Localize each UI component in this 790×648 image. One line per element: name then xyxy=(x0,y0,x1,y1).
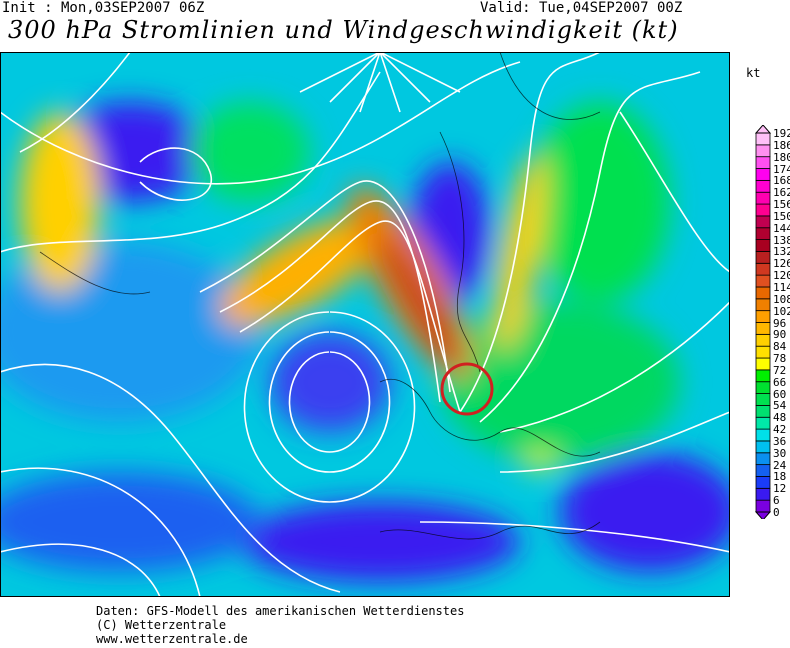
color-scale-bin xyxy=(755,310,771,323)
color-scale-bin xyxy=(755,156,771,169)
color-scale-bin xyxy=(755,440,771,454)
scale-label: 138 xyxy=(773,233,790,247)
scale-label: 60 xyxy=(773,387,787,401)
scale-label: 144 xyxy=(773,221,790,235)
scale-label: 150 xyxy=(773,209,790,223)
color-scale-bin xyxy=(755,428,771,442)
footer-copyright: (C) Wetterzentrale xyxy=(96,618,227,632)
color-scale-bin xyxy=(755,499,771,513)
scale-label: 174 xyxy=(773,162,790,176)
scale-label: 168 xyxy=(773,174,790,188)
valid-time: Valid: Tue,04SEP2007 00Z xyxy=(480,0,683,16)
color-scale-bin xyxy=(755,381,771,394)
scale-label: 120 xyxy=(773,269,790,283)
color-scale-bin xyxy=(755,487,771,501)
scale-label: 24 xyxy=(773,458,787,472)
color-scale-bin xyxy=(755,298,771,312)
scale-label: 0 xyxy=(773,506,780,519)
color-scale-bin xyxy=(755,333,771,347)
scale-label: 162 xyxy=(773,186,790,200)
highlight-circle xyxy=(440,362,494,416)
color-scale-bin xyxy=(755,452,771,466)
scale-label: 36 xyxy=(773,434,787,448)
scale-label: 108 xyxy=(773,292,790,306)
streamlines xyxy=(0,52,730,597)
color-scale-bin xyxy=(755,132,771,146)
scale-label: 90 xyxy=(773,328,787,342)
color-scale-bin xyxy=(755,203,771,217)
scale-label: 114 xyxy=(773,280,790,294)
color-scale-bin xyxy=(755,239,771,252)
scale-label: 102 xyxy=(773,304,790,318)
scale-label: 66 xyxy=(773,375,787,389)
color-scale-bin xyxy=(755,369,771,383)
color-scale-bin xyxy=(755,345,771,359)
color-scale-bin xyxy=(755,262,771,276)
color-scale-bin xyxy=(755,393,771,406)
scale-label: 54 xyxy=(773,399,787,413)
scale-label: 12 xyxy=(773,482,787,496)
color-scale-bin xyxy=(755,405,771,418)
color-scale-bin xyxy=(755,179,771,193)
scale-label: 96 xyxy=(773,316,787,330)
color-scale-bin xyxy=(755,227,771,240)
footer-source: Daten: GFS-Modell des amerikanischen Wet… xyxy=(96,604,465,618)
scale-label: 156 xyxy=(773,198,790,212)
scale-label: 192 xyxy=(773,127,790,140)
color-scale-bin xyxy=(755,416,771,430)
color-scale-bin xyxy=(755,274,771,288)
color-scale-bin xyxy=(755,168,771,181)
color-scale-bin xyxy=(755,357,771,371)
color-scale-bin xyxy=(755,286,771,300)
color-scale-bar xyxy=(754,125,772,519)
scale-label: 126 xyxy=(773,257,790,271)
scale-min-arrow xyxy=(754,511,772,519)
scale-label: 186 xyxy=(773,138,790,152)
scale-label: 180 xyxy=(773,150,790,164)
scale-label: 30 xyxy=(773,446,787,460)
scale-label: 78 xyxy=(773,352,787,366)
scale-max-arrow xyxy=(754,125,772,134)
scale-label: 48 xyxy=(773,411,787,425)
color-scale-bin xyxy=(755,464,771,477)
map-title: 300 hPa Stromlinien und Windgeschwindigk… xyxy=(8,16,679,44)
init-time: Init : Mon,03SEP2007 06Z xyxy=(2,0,205,16)
color-scale-bin xyxy=(755,144,771,158)
scale-label: 84 xyxy=(773,340,787,354)
color-scale-bin xyxy=(755,322,771,335)
legend-unit: kt xyxy=(746,66,761,80)
scale-label: 18 xyxy=(773,470,787,484)
scale-label: 72 xyxy=(773,363,787,377)
color-scale-bin xyxy=(755,191,771,205)
color-scale-bin xyxy=(755,476,771,489)
coastlines xyxy=(39,52,601,540)
footer-website[interactable]: www.wetterzentrale.de xyxy=(96,632,248,646)
scale-label: 132 xyxy=(773,245,790,259)
wind-streamline-map xyxy=(0,52,730,597)
color-scale-bin xyxy=(755,215,771,229)
scale-label: 6 xyxy=(773,494,780,508)
color-scale-bin xyxy=(755,251,771,264)
scale-label: 42 xyxy=(773,423,787,437)
